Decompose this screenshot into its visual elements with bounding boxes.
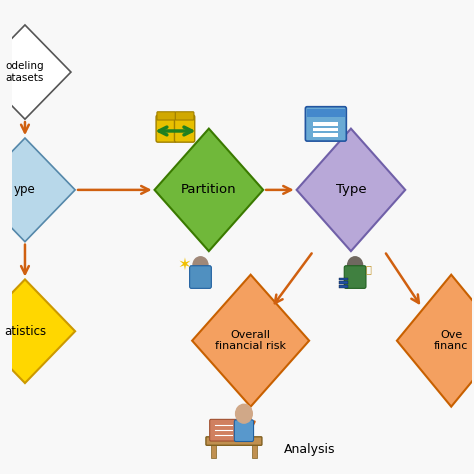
Polygon shape <box>192 275 309 407</box>
Text: odeling
atasets: odeling atasets <box>6 61 44 83</box>
FancyBboxPatch shape <box>313 128 338 131</box>
FancyBboxPatch shape <box>305 107 346 141</box>
FancyBboxPatch shape <box>313 122 338 126</box>
Text: Analysis: Analysis <box>284 443 336 456</box>
FancyBboxPatch shape <box>210 444 216 458</box>
FancyBboxPatch shape <box>206 437 262 445</box>
Circle shape <box>236 404 252 423</box>
Polygon shape <box>0 138 75 242</box>
FancyBboxPatch shape <box>339 277 348 280</box>
FancyBboxPatch shape <box>156 115 176 142</box>
FancyBboxPatch shape <box>344 266 366 288</box>
FancyBboxPatch shape <box>339 281 348 284</box>
Text: Partition: Partition <box>181 183 237 196</box>
FancyBboxPatch shape <box>157 112 175 120</box>
Text: 🗝: 🗝 <box>365 264 372 274</box>
Polygon shape <box>397 275 474 407</box>
FancyBboxPatch shape <box>210 419 237 441</box>
Text: ✶: ✶ <box>178 255 191 273</box>
FancyBboxPatch shape <box>313 133 338 137</box>
Text: ype: ype <box>14 183 36 196</box>
FancyBboxPatch shape <box>190 266 211 288</box>
Text: Type: Type <box>336 183 366 196</box>
FancyBboxPatch shape <box>307 109 345 117</box>
Text: atistics: atistics <box>4 325 46 338</box>
FancyBboxPatch shape <box>252 444 257 458</box>
Polygon shape <box>297 128 405 251</box>
Text: Ove
financ: Ove financ <box>434 330 468 351</box>
FancyBboxPatch shape <box>339 285 348 288</box>
Text: Overall
financial risk: Overall financial risk <box>215 330 286 351</box>
FancyBboxPatch shape <box>174 115 195 142</box>
Polygon shape <box>0 25 71 119</box>
FancyBboxPatch shape <box>234 420 254 441</box>
FancyBboxPatch shape <box>175 112 194 120</box>
Polygon shape <box>155 128 263 251</box>
Circle shape <box>347 257 363 274</box>
Polygon shape <box>0 279 75 383</box>
Circle shape <box>193 257 208 274</box>
